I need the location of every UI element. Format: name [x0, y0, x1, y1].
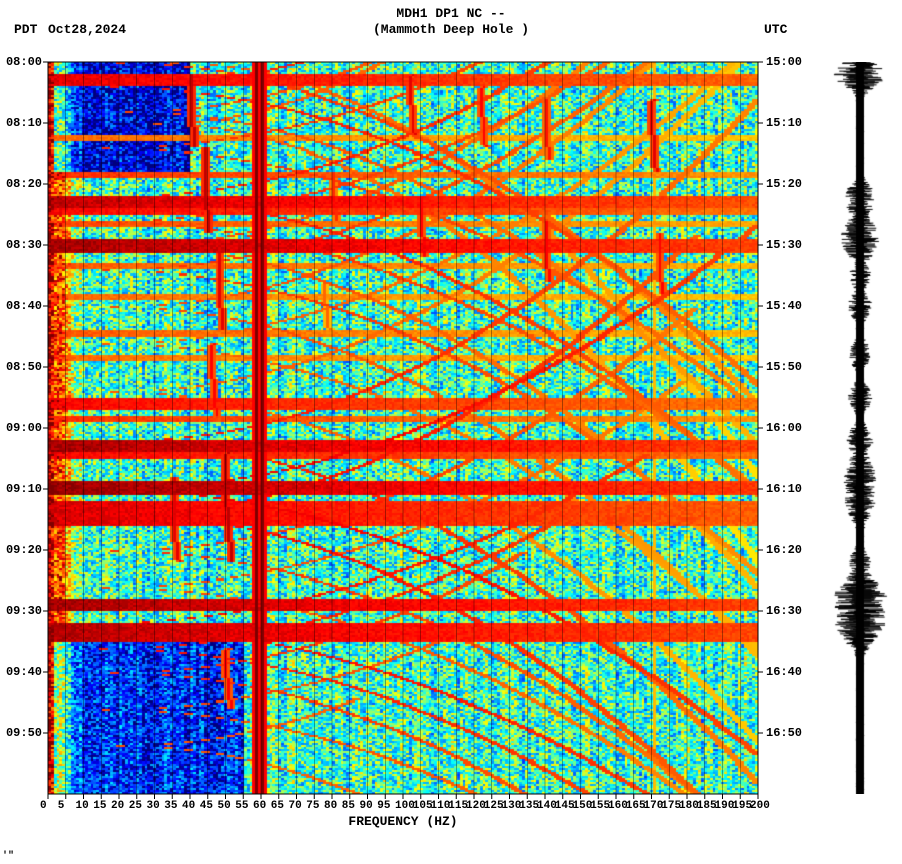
- y-right-tick: 15:00: [766, 55, 802, 69]
- y-left-tick: 08:40: [6, 299, 42, 313]
- y-right-tick: 16:30: [766, 604, 802, 618]
- y-left-tick: 09:10: [6, 482, 42, 496]
- x-tick: 35: [164, 800, 177, 812]
- x-tick: 40: [182, 800, 195, 812]
- y-right-tick: 15:40: [766, 299, 802, 313]
- y-right-tick: 15:20: [766, 177, 802, 191]
- y-right-tick: 15:50: [766, 360, 802, 374]
- x-axis-label: FREQUENCY (HZ): [48, 814, 758, 829]
- x-tick: 65: [271, 800, 284, 812]
- x-tick: 55: [235, 800, 248, 812]
- y-right-tick: 16:00: [766, 421, 802, 435]
- y-left-tick: 09:50: [6, 726, 42, 740]
- y-right-tick: 16:10: [766, 482, 802, 496]
- x-tick: 90: [360, 800, 373, 812]
- y-left-tick: 08:30: [6, 238, 42, 252]
- x-tick: 200: [750, 800, 770, 812]
- y-left-tick: 09:00: [6, 421, 42, 435]
- x-tick: 80: [324, 800, 337, 812]
- y-left-tick: 08:00: [6, 55, 42, 69]
- x-tick: 50: [218, 800, 231, 812]
- x-tick: 10: [76, 800, 89, 812]
- x-tick: 15: [93, 800, 106, 812]
- y-left-tick: 09:40: [6, 665, 42, 679]
- y-left-tick: 08:50: [6, 360, 42, 374]
- y-left-tick: 08:20: [6, 177, 42, 191]
- y-left-tick: 09:30: [6, 604, 42, 618]
- x-tick: 95: [377, 800, 390, 812]
- x-tick: 0: [40, 800, 47, 812]
- x-tick: 5: [58, 800, 65, 812]
- y-right-tick: 16:50: [766, 726, 802, 740]
- amplitude-trace: [830, 62, 890, 794]
- x-tick: 30: [147, 800, 160, 812]
- x-tick: 85: [342, 800, 355, 812]
- spectrogram-page: PDT Oct28,2024 MDH1 DP1 NC -- (Mammoth D…: [0, 0, 902, 864]
- x-tick: 25: [129, 800, 142, 812]
- x-tick: 70: [289, 800, 302, 812]
- y-right-tick: 16:20: [766, 543, 802, 557]
- y-right-tick: 15:30: [766, 238, 802, 252]
- x-tick: 60: [253, 800, 266, 812]
- y-right-tick: 15:10: [766, 116, 802, 130]
- y-left-tick: 08:10: [6, 116, 42, 130]
- x-tick: 45: [200, 800, 213, 812]
- x-tick: 20: [111, 800, 124, 812]
- y-left-tick: 09:20: [6, 543, 42, 557]
- footer-mark: '": [2, 851, 14, 862]
- y-right-tick: 16:40: [766, 665, 802, 679]
- x-tick: 75: [306, 800, 319, 812]
